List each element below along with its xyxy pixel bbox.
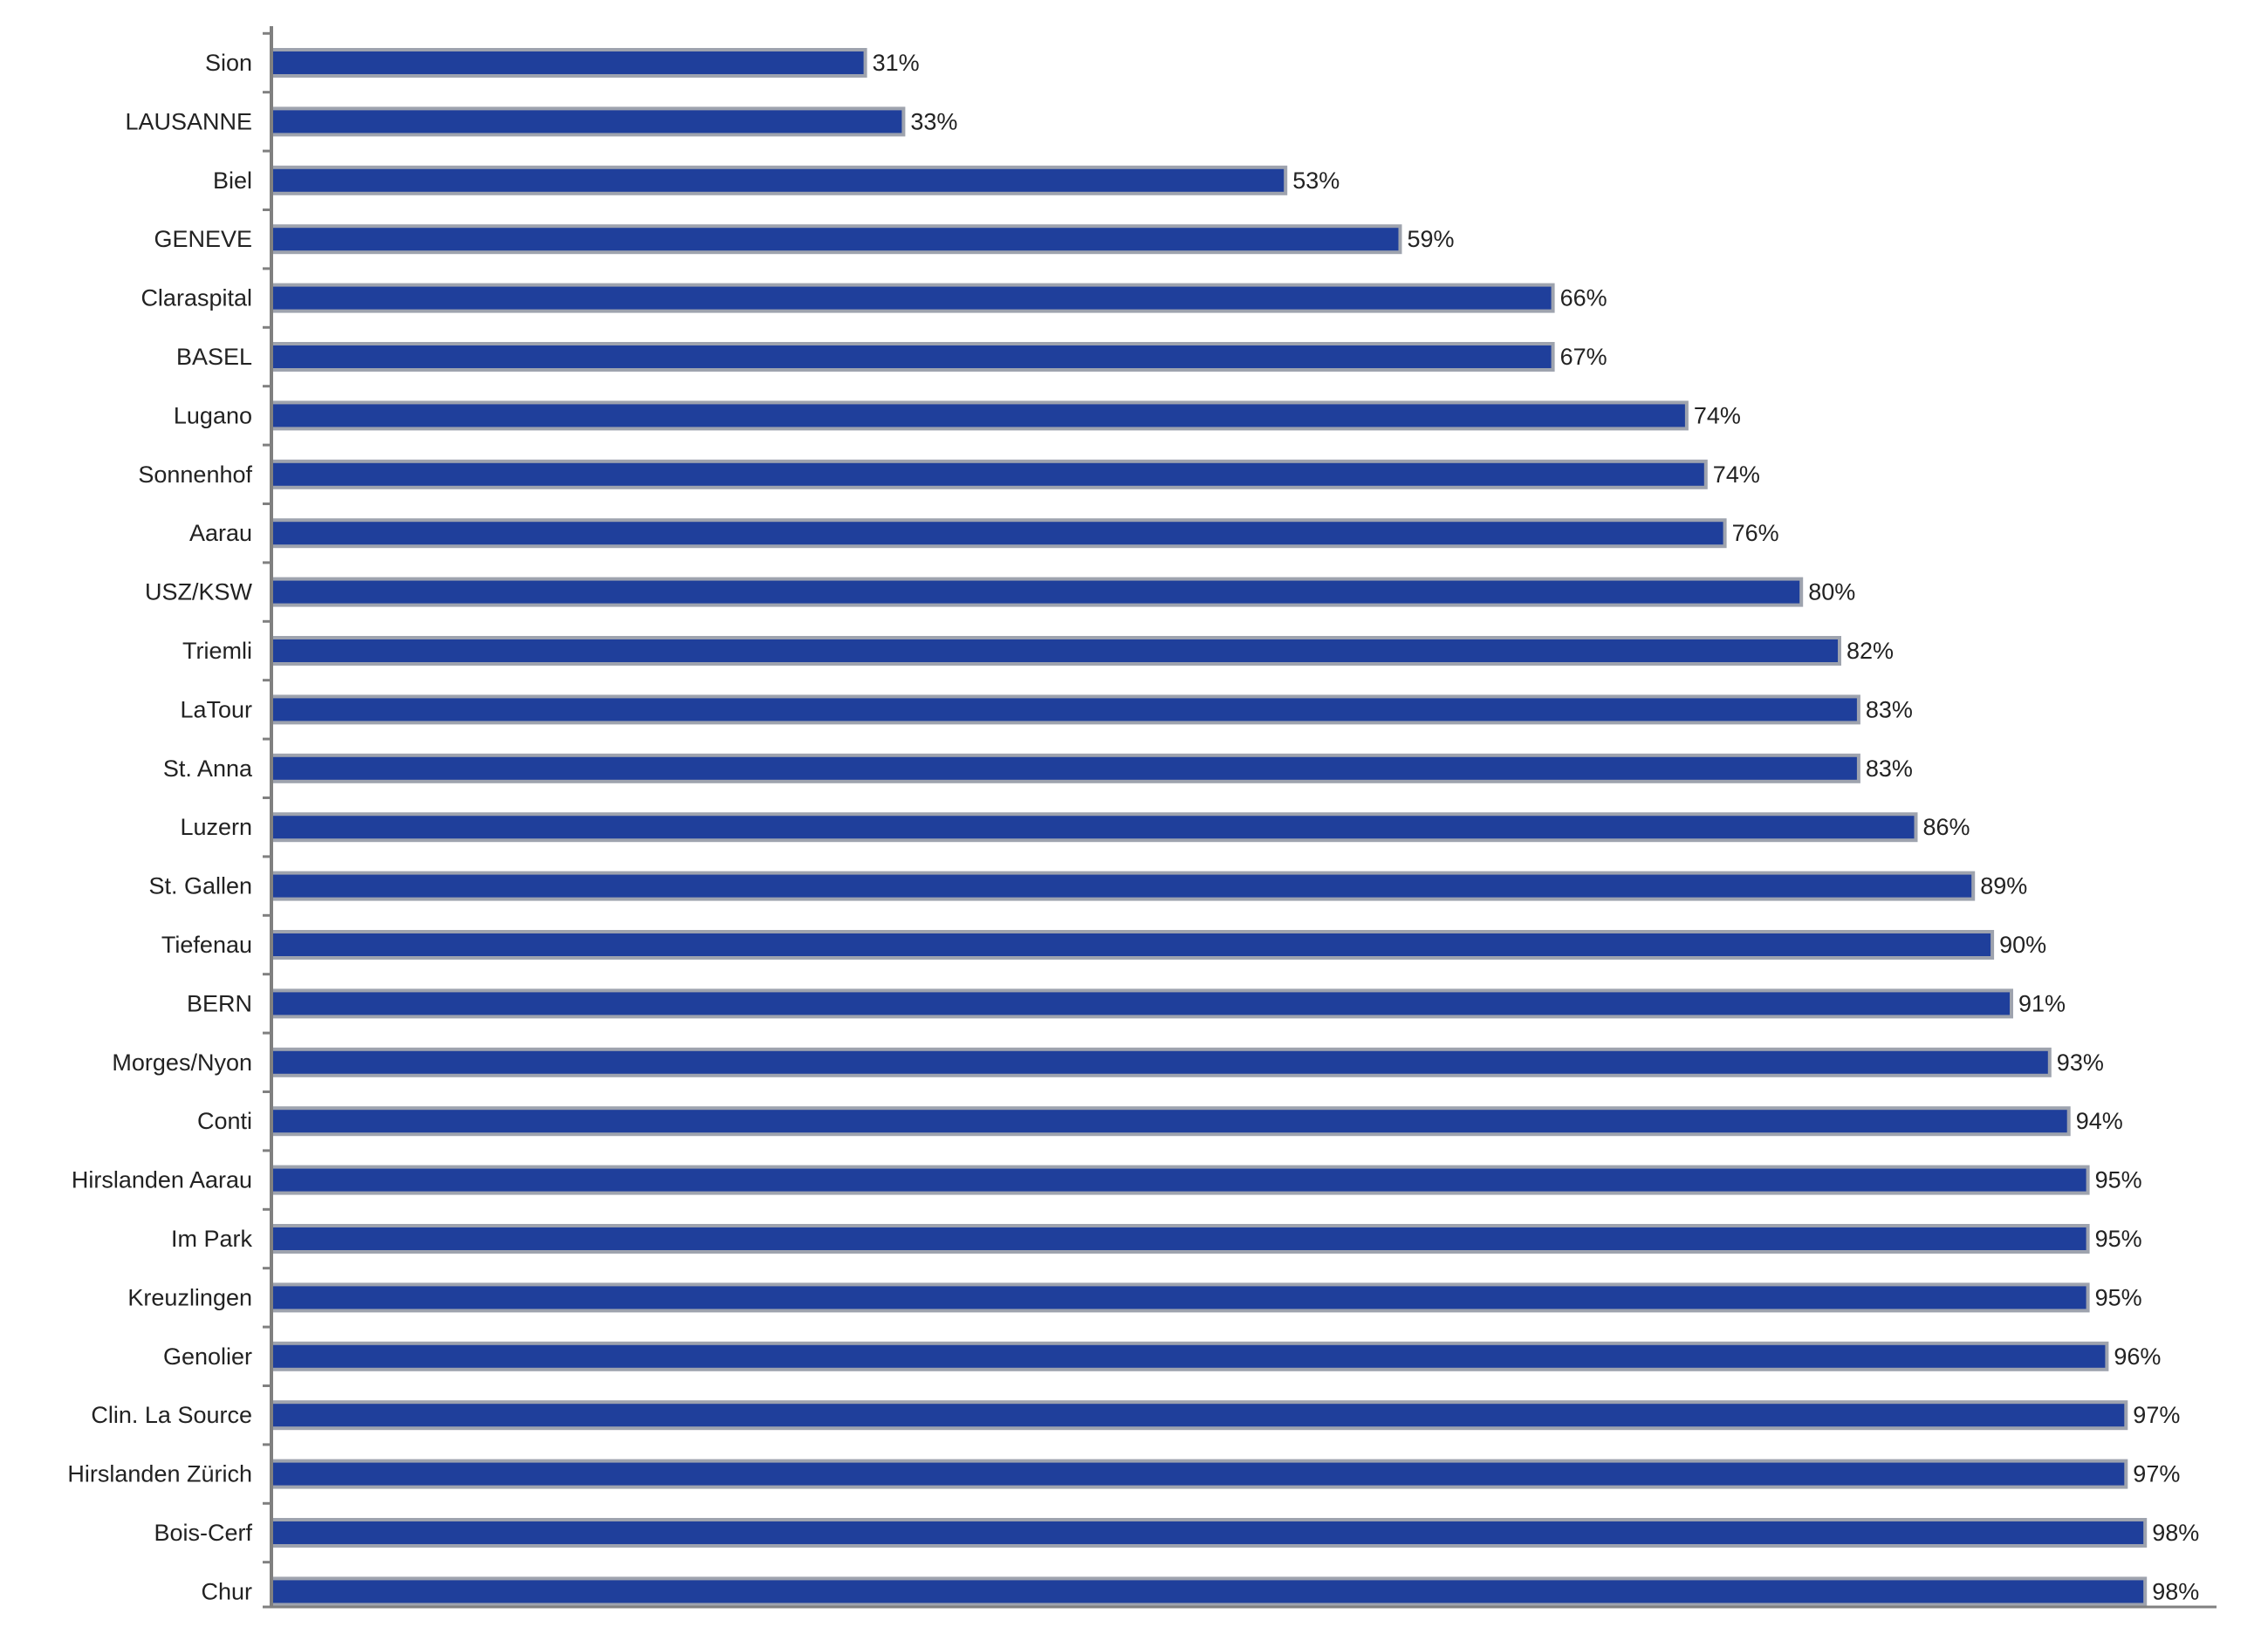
bars-group	[271, 48, 2148, 1607]
value-label-sion: 31%	[873, 50, 920, 76]
category-label-geneve: GENEVE	[154, 226, 252, 252]
value-label-claraspital: 66%	[1560, 285, 1607, 311]
value-label-chur: 98%	[2152, 1578, 2199, 1604]
category-label-basel: BASEL	[176, 344, 252, 370]
category-label-im-park: Im Park	[171, 1226, 253, 1252]
bar-st-anna	[271, 756, 1857, 780]
bar-clin-la-source	[271, 1404, 2125, 1427]
category-label-clin-la-source: Clin. La Source	[91, 1402, 252, 1428]
bar-hirslanden-aarau	[271, 1168, 2086, 1192]
value-label-lugano: 74%	[1694, 402, 1741, 428]
category-label-st-gallen: St. Gallen	[148, 873, 252, 899]
bar-claraspital	[271, 286, 1552, 310]
value-label-basel: 67%	[1560, 344, 1607, 370]
value-label-st-anna: 83%	[1866, 755, 1913, 782]
value-label-geneve: 59%	[1408, 226, 1455, 252]
category-label-bois-cerf: Bois-Cerf	[154, 1520, 252, 1546]
bar-triemli	[271, 639, 1838, 662]
category-label-genolier: Genolier	[163, 1343, 252, 1370]
category-label-bern: BERN	[187, 990, 252, 1016]
bar-lausanne	[271, 110, 902, 133]
bar-biel	[271, 168, 1285, 192]
bar-sion	[271, 51, 864, 74]
category-label-kreuzlingen: Kreuzlingen	[127, 1284, 252, 1310]
category-label-luzern: Luzern	[180, 814, 252, 840]
axes-group	[263, 26, 2217, 1609]
value-label-lausanne: 33%	[910, 108, 957, 134]
bar-luzern	[271, 816, 1915, 839]
category-label-sion: Sion	[205, 50, 252, 76]
value-label-conti: 94%	[2076, 1108, 2123, 1134]
bar-lugano	[271, 404, 1685, 427]
category-label-triemli: Triemli	[182, 638, 252, 664]
bar-chur	[271, 1580, 2144, 1603]
value-label-sonnenhof: 74%	[1713, 461, 1760, 488]
category-label-lugano: Lugano	[174, 402, 252, 428]
category-label-hirslanden-aarau: Hirslanden Aarau	[72, 1167, 252, 1193]
category-label-tiefenau: Tiefenau	[161, 932, 252, 958]
category-label-sonnenhof: Sonnenhof	[138, 461, 252, 488]
value-label-genolier: 96%	[2114, 1343, 2161, 1370]
category-label-chur: Chur	[201, 1578, 252, 1604]
category-label-latour: LaTour	[180, 696, 252, 722]
bar-aarau	[271, 522, 1723, 545]
bar-usz-ksw	[271, 580, 1800, 604]
category-label-hirslanden-z-rich: Hirslanden Zürich	[67, 1461, 252, 1487]
value-label-aarau: 76%	[1732, 520, 1779, 546]
value-label-morges-nyon: 93%	[2057, 1049, 2104, 1076]
bar-bois-cerf	[271, 1521, 2144, 1544]
value-label-im-park: 95%	[2095, 1226, 2142, 1252]
bar-st-gallen	[271, 874, 1972, 898]
value-label-triemli: 82%	[1847, 638, 1894, 664]
value-label-usz-ksw: 80%	[1808, 579, 1855, 605]
bar-basel	[271, 345, 1552, 368]
bar-kreuzlingen	[271, 1286, 2086, 1309]
value-label-biel: 53%	[1292, 167, 1340, 194]
category-labels-group: Sion LAUSANNE Biel GENEVE Claraspital BASEL Lu…	[67, 50, 253, 1604]
value-label-bois-cerf: 98%	[2152, 1520, 2199, 1546]
category-label-biel: Biel	[213, 167, 252, 194]
bar-tiefenau	[271, 933, 1991, 956]
bar-conti	[271, 1110, 2067, 1133]
category-label-morges-nyon: Morges/Nyon	[112, 1049, 252, 1076]
category-label-aarau: Aarau	[189, 520, 252, 546]
bar-geneve	[271, 228, 1399, 251]
category-label-lausanne: LAUSANNE	[125, 108, 252, 134]
value-label-clin-la-source: 97%	[2133, 1402, 2180, 1428]
value-label-st-gallen: 89%	[1980, 873, 2027, 899]
category-label-st-anna: St. Anna	[163, 755, 253, 782]
category-label-conti: Conti	[197, 1108, 252, 1134]
bar-genolier	[271, 1344, 2106, 1368]
bar-morges-nyon	[271, 1050, 2048, 1074]
category-label-usz-ksw: USZ/KSW	[145, 579, 253, 605]
bar-bern	[271, 992, 2010, 1015]
value-label-luzern: 86%	[1923, 814, 1970, 840]
bar-sonnenhof	[271, 462, 1704, 486]
value-label-bern: 91%	[2018, 990, 2066, 1016]
bar-hirslanden-z-rich	[271, 1462, 2125, 1486]
value-label-hirslanden-z-rich: 97%	[2133, 1461, 2180, 1487]
value-label-kreuzlingen: 95%	[2095, 1284, 2142, 1310]
value-label-latour: 83%	[1866, 696, 1913, 722]
category-label-claraspital: Claraspital	[140, 285, 252, 311]
value-label-tiefenau: 90%	[1999, 932, 2046, 958]
bar-latour	[271, 698, 1857, 721]
bar-im-park	[271, 1227, 2086, 1250]
value-label-hirslanden-aarau: 95%	[2095, 1167, 2142, 1193]
value-labels-group: 31% 33% 53% 59% 66% 67% 74% 74% 76% 80% 82% 83% 83% 8…	[873, 50, 2200, 1604]
